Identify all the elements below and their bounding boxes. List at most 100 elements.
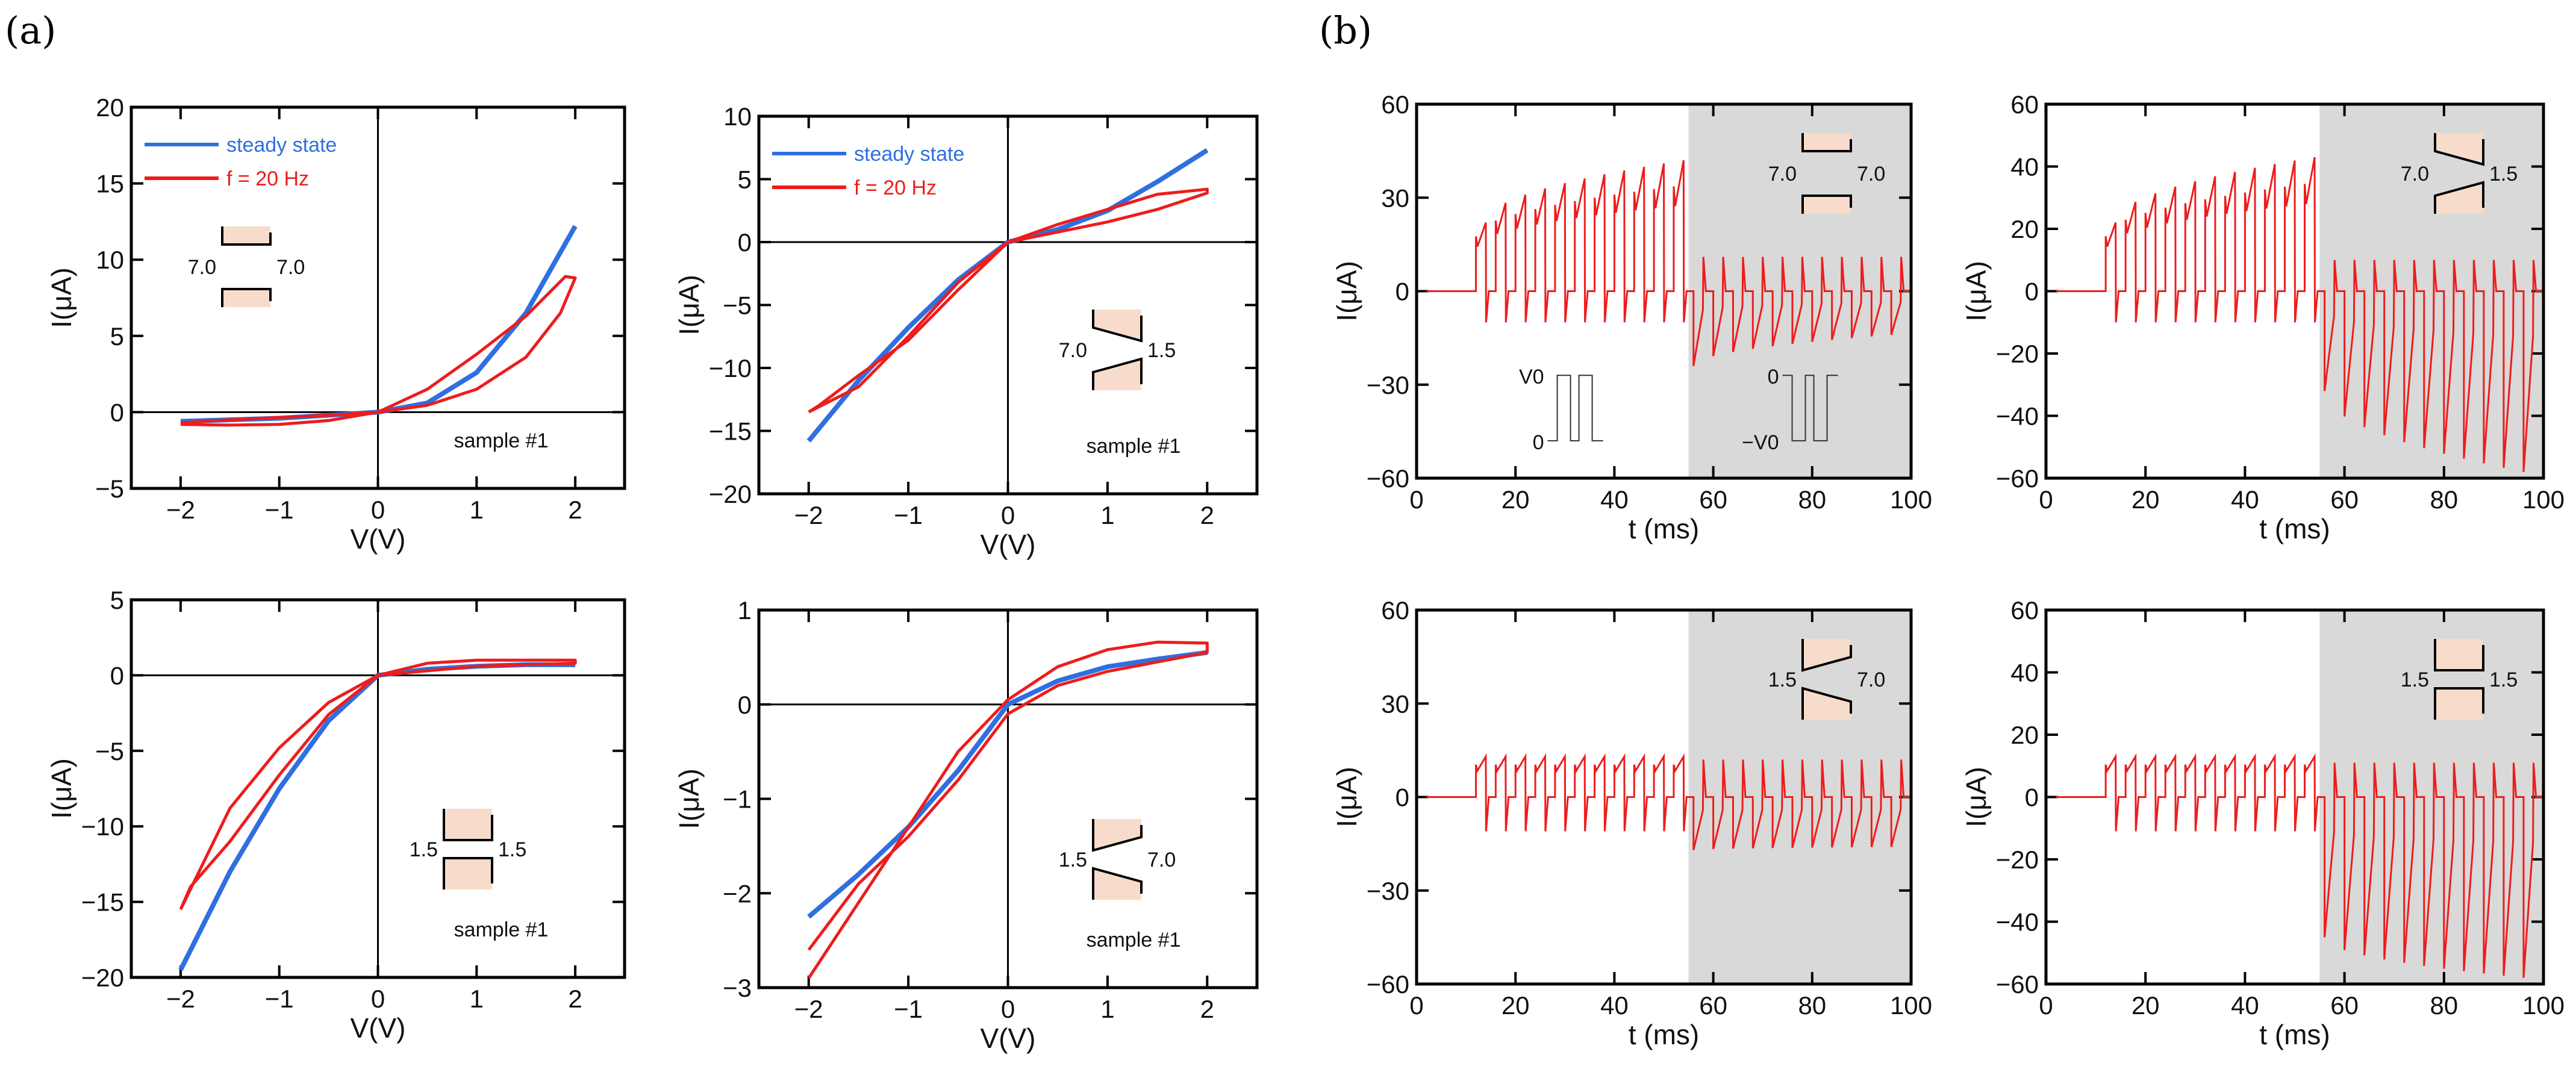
x-tick-label: 2	[1200, 995, 1214, 1023]
x-tick-label: 0	[371, 985, 385, 1013]
y-tick-label: −60	[1367, 464, 1409, 493]
inset-wall-top	[1801, 639, 1852, 672]
schematic-label: 0	[1533, 431, 1544, 454]
legend-label: f = 20 Hz	[854, 176, 937, 199]
y-tick-label: 10	[723, 102, 752, 131]
y-tick-label: −3	[723, 974, 752, 1002]
inset-fill-top	[444, 809, 492, 840]
inset-left-label: 7.0	[188, 256, 216, 279]
x-axis-label: t (ms)	[1629, 513, 1700, 544]
y-tick-label: −5	[95, 475, 124, 503]
inset-wall-bottom	[2434, 687, 2484, 720]
inset-fill-top	[1803, 133, 1851, 151]
x-tick-label: 20	[2132, 991, 2160, 1020]
x-axis-label: V(V)	[981, 529, 1036, 560]
inset-left-label: 7.0	[1768, 163, 1797, 185]
inset-wall-bottom	[443, 857, 493, 889]
y-tick-label: −30	[1367, 877, 1409, 905]
y-tick-label: 0	[1396, 783, 1409, 812]
x-axis-label: t (ms)	[2259, 1019, 2330, 1050]
x-tick-label: −1	[265, 985, 294, 1013]
y-tick-label: 0	[738, 691, 752, 719]
x-tick-label: 40	[2231, 485, 2259, 514]
channel-inset: 1.5 7.0	[1768, 639, 1885, 720]
y-axis-label: I(μA)	[1331, 767, 1362, 827]
plot-frame	[2044, 102, 2545, 480]
x-tick-label: 0	[2039, 991, 2053, 1020]
x-tick-label: −2	[166, 496, 195, 524]
inset-fill-top	[2435, 639, 2483, 670]
series-20hz	[180, 275, 577, 427]
inset-wall-bottom	[1092, 357, 1143, 390]
y-tick-label: −60	[1996, 464, 2039, 493]
y-axis-label: I(μA)	[673, 768, 705, 829]
inset-left-label: 7.0	[2401, 163, 2429, 185]
inset-wall-top	[2434, 133, 2484, 166]
inset-fill-top	[1093, 819, 1141, 850]
channel-inset: 7.0 7.0	[188, 226, 305, 307]
y-axis-label: I(μA)	[673, 275, 705, 335]
y-tick-label: −20	[709, 480, 752, 508]
inset-fill-top	[1093, 310, 1141, 341]
x-axis-label: V(V)	[351, 1012, 406, 1044]
plot-frame	[129, 105, 626, 490]
x-tick-label: 100	[2522, 485, 2565, 514]
sample-annotation: sample #1	[1087, 929, 1181, 952]
y-tick-label: 5	[110, 586, 124, 614]
x-tick-label: 1	[470, 985, 484, 1013]
y-tick-label: 20	[96, 93, 124, 122]
x-tick-label: 80	[1798, 485, 1826, 514]
x-tick-label: 80	[1798, 991, 1826, 1020]
channel-inset: 1.5 7.0	[1059, 819, 1176, 900]
schematic-label: V0	[1519, 366, 1544, 388]
sample-annotation: sample #1	[454, 918, 549, 941]
y-tick-label: −1	[723, 785, 752, 814]
inset-wall-top	[1092, 819, 1143, 852]
y-tick-label: 30	[1381, 690, 1409, 718]
x-tick-label: −1	[265, 496, 294, 524]
x-tick-label: 2	[568, 496, 582, 524]
schematic-label: −V0	[1742, 431, 1779, 454]
series-steady-state	[807, 650, 1208, 919]
inset-fill-bottom	[1093, 359, 1141, 390]
legend-label: f = 20 Hz	[226, 167, 309, 190]
x-tick-label: 100	[2522, 991, 2565, 1020]
y-axis-label: I(μA)	[1331, 261, 1362, 322]
inset-right-label: 7.0	[1857, 163, 1885, 185]
x-tick-label: 0	[2039, 485, 2053, 514]
current-trace	[1426, 753, 1911, 850]
inset-fill-top	[2435, 133, 2483, 164]
x-tick-label: 1	[1100, 995, 1114, 1023]
plot-frame	[757, 608, 1259, 989]
inset-wall-top	[221, 226, 272, 246]
y-tick-label: 30	[1381, 184, 1409, 212]
plot-frame	[757, 114, 1259, 496]
y-tick-label: −5	[95, 737, 124, 765]
x-tick-label: 60	[2330, 485, 2359, 514]
legend-label: steady state	[226, 134, 337, 157]
x-tick-label: 60	[1699, 991, 1727, 1020]
inset-fill-top	[1803, 639, 1851, 670]
x-tick-label: −1	[894, 995, 923, 1023]
inset-right-label: 1.5	[498, 838, 526, 861]
x-tick-label: 0	[1409, 485, 1423, 514]
y-tick-label: 60	[2010, 90, 2039, 119]
y-tick-label: 60	[1381, 90, 1409, 119]
y-tick-label: 60	[2010, 596, 2039, 624]
x-tick-label: −2	[794, 501, 823, 529]
inset-fill-bottom	[1093, 868, 1141, 900]
y-tick-label: −15	[709, 417, 752, 446]
y-tick-label: 0	[1396, 278, 1409, 306]
plot-frame	[1415, 102, 1913, 480]
inset-left-label: 1.5	[2401, 668, 2429, 691]
x-axis-label: V(V)	[351, 523, 406, 555]
channel-inset: 1.5 1.5	[410, 809, 526, 889]
y-tick-label: −5	[723, 291, 752, 320]
plot-frame	[129, 598, 626, 979]
x-tick-label: 0	[371, 496, 385, 524]
y-tick-label: 40	[2010, 659, 2039, 687]
